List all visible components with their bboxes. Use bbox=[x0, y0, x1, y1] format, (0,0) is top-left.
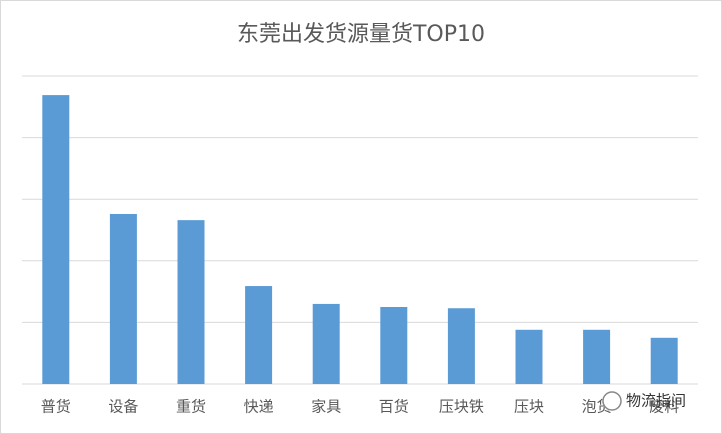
watermark-text: 物流指间 bbox=[626, 392, 686, 410]
bar bbox=[380, 307, 408, 384]
bar bbox=[447, 308, 475, 384]
x-tick-label: 家具 bbox=[311, 398, 341, 416]
chart-title: 东莞出发货源量货TOP10 bbox=[237, 22, 485, 47]
watermark-icon bbox=[602, 391, 622, 411]
x-tick-label: 百货 bbox=[379, 398, 409, 416]
bar bbox=[515, 329, 543, 384]
bar bbox=[650, 337, 678, 384]
x-tick-label: 设备 bbox=[108, 398, 138, 416]
bar bbox=[177, 220, 205, 384]
bar bbox=[583, 329, 611, 384]
bar bbox=[42, 95, 70, 384]
x-tick-label: 废料 bbox=[649, 398, 679, 416]
bar bbox=[312, 303, 340, 384]
x-tick-label: 重货 bbox=[176, 398, 206, 416]
x-tick-label: 快递 bbox=[244, 398, 274, 416]
bar bbox=[245, 286, 273, 384]
x-tick-label: 压块 bbox=[514, 398, 544, 416]
bar bbox=[109, 213, 137, 384]
x-tick-label: 普货 bbox=[41, 398, 71, 416]
x-tick-label: 压块铁 bbox=[439, 398, 484, 416]
